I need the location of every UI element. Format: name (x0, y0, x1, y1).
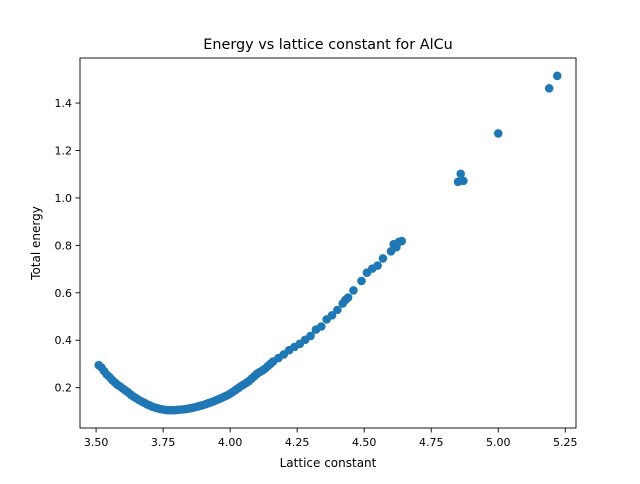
y-tick-label: 1.2 (55, 145, 73, 158)
x-tick-label: 5.25 (553, 436, 578, 449)
x-tick-label: 3.75 (151, 436, 176, 449)
x-tick-label: 4.25 (285, 436, 310, 449)
x-axis-label: Lattice constant (280, 456, 377, 470)
y-tick-label: 0.6 (55, 287, 73, 300)
chart-title: Energy vs lattice constant for AlCu (203, 37, 453, 53)
x-tick-label: 5.00 (486, 436, 511, 449)
data-point (349, 286, 358, 295)
x-axis-ticks: 3.50 3.75 4.00 4.25 4.50 4.75 5.00 5.25 (84, 428, 578, 449)
y-tick-label: 1.4 (55, 97, 73, 110)
y-tick-label: 0.2 (55, 382, 73, 395)
data-point (493, 129, 503, 138)
data-point (343, 293, 353, 302)
points-layer (94, 71, 562, 415)
data-point (327, 311, 337, 320)
data-point (357, 276, 366, 286)
data-point (552, 71, 562, 81)
y-tick-label: 0.4 (55, 334, 73, 347)
data-point (397, 236, 407, 246)
data-point (378, 254, 388, 263)
data-point (544, 84, 554, 93)
data-point (373, 261, 382, 270)
y-tick-label: 1.0 (55, 192, 73, 205)
data-point (333, 305, 342, 315)
x-tick-label: 3.50 (84, 436, 109, 449)
data-point (456, 169, 466, 179)
data-point (306, 331, 315, 341)
plot-frame (79, 57, 577, 429)
y-tick-label: 0.8 (55, 239, 73, 252)
data-point (317, 322, 326, 331)
x-tick-label: 4.75 (419, 436, 444, 449)
x-tick-label: 4.50 (352, 436, 377, 449)
y-axis-ticks: 0.2 0.4 0.6 0.8 1.0 1.2 1.4 (55, 97, 80, 395)
x-tick-label: 4.00 (218, 436, 243, 449)
y-axis-label: Total energy (29, 206, 43, 281)
data-point (459, 176, 468, 186)
